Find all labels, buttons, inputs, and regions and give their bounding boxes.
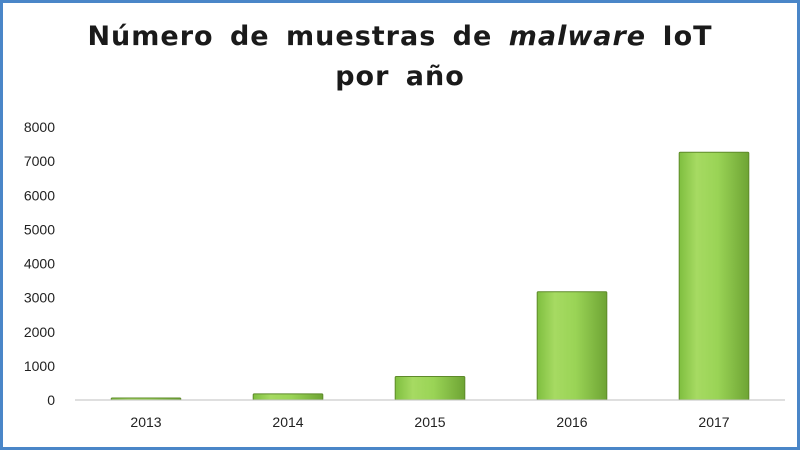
x-tick-label-2014: 2014 — [272, 414, 303, 430]
x-tick-label-2017: 2017 — [698, 414, 729, 430]
x-tick-label-2015: 2015 — [414, 414, 445, 430]
y-tick-label-7: 7000 — [24, 153, 55, 169]
bar-2016 — [536, 291, 608, 401]
chart-title: Número de muestras de malware IoT por añ… — [3, 17, 797, 97]
x-axis-tick-labels: 2013 2014 2015 2016 2017 — [130, 414, 729, 430]
chart-title-line-2: por año — [335, 61, 465, 92]
bar-2014 — [252, 393, 324, 401]
y-axis-tick-labels: 0 1000 2000 3000 4000 5000 6000 7000 8000 — [24, 119, 55, 408]
y-tick-label-3: 3000 — [24, 290, 55, 306]
y-tick-label-1: 1000 — [24, 358, 55, 374]
chart-title-text-2: IoT — [662, 21, 713, 52]
y-tick-label-0: 0 — [47, 392, 55, 408]
y-tick-label-2: 2000 — [24, 324, 55, 340]
y-tick-label-4: 4000 — [24, 256, 55, 272]
bar-2017 — [678, 151, 750, 401]
chart-title-text-1: Número de muestras de — [87, 21, 493, 52]
y-tick-label-6: 6000 — [24, 187, 55, 203]
bar-2015 — [394, 376, 466, 401]
bar-series — [110, 151, 750, 401]
y-tick-label-8: 8000 — [24, 119, 55, 135]
y-tick-label-5: 5000 — [24, 221, 55, 237]
chart-title-line-1: Número de muestras de malware IoT — [3, 17, 797, 57]
x-tick-label-2016: 2016 — [556, 414, 587, 430]
x-tick-label-2013: 2013 — [130, 414, 161, 430]
chart-title-italic-word: malware — [508, 21, 647, 52]
